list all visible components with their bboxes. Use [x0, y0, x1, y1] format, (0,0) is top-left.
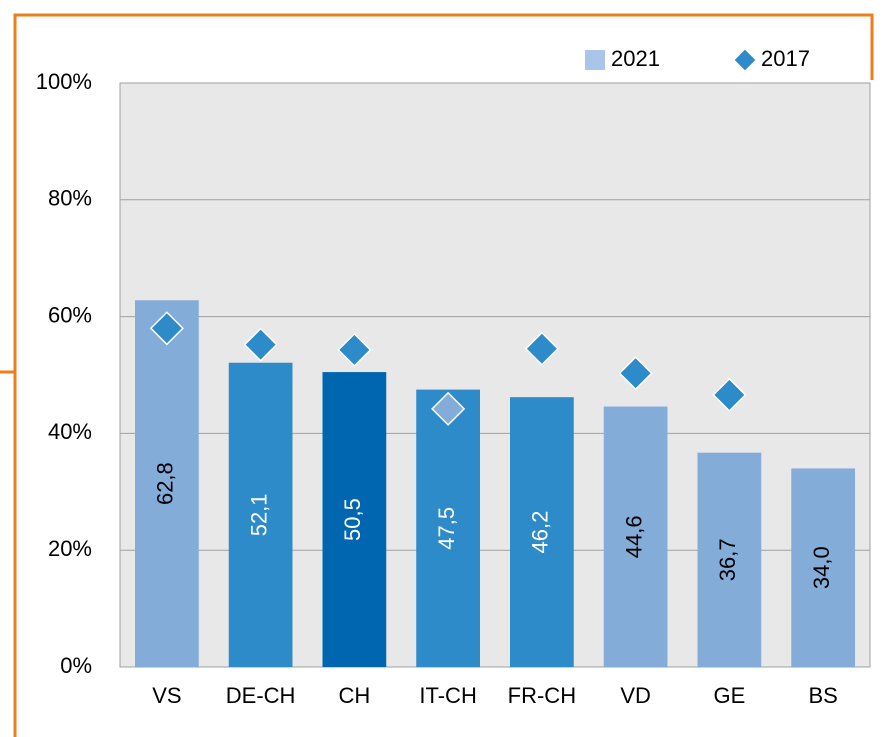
value-label: 36,7: [715, 538, 740, 581]
x-tick-label: FR-CH: [508, 683, 576, 708]
legend-label: 2021: [611, 46, 660, 71]
bar: [228, 362, 293, 667]
bar: [322, 372, 387, 667]
marker: [524, 331, 559, 366]
bar: [416, 389, 480, 667]
x-tick-label: GE: [713, 683, 745, 708]
value-label: 46,2: [528, 511, 553, 554]
value-label: 62,8: [153, 462, 178, 505]
y-tick-label: 60%: [48, 302, 92, 327]
frame: [0, 13, 874, 737]
marker: [431, 391, 466, 426]
legend-swatch: [585, 50, 605, 70]
value-label: 34,0: [809, 546, 834, 589]
value-label: 44,6: [621, 515, 646, 558]
x-tick-label: BS: [808, 683, 837, 708]
y-tick-label: 40%: [48, 419, 92, 444]
y-tick-label: 0%: [60, 653, 92, 678]
value-label: 52,1: [246, 493, 271, 536]
bar: [697, 452, 762, 667]
value-label: 50,5: [340, 498, 365, 541]
y-tick-label: 80%: [48, 186, 92, 211]
y-tick-label: 100%: [36, 69, 92, 94]
bar: [135, 300, 199, 667]
bar: [791, 468, 855, 667]
y-tick-label: 20%: [48, 536, 92, 561]
bar: [603, 406, 668, 667]
marker: [149, 311, 184, 346]
marker: [618, 356, 653, 391]
x-tick-label: VS: [152, 683, 181, 708]
x-tick-label: IT-CH: [419, 683, 476, 708]
marker: [243, 327, 278, 362]
frame-border: [13, 13, 874, 737]
x-tick-label: VD: [620, 683, 651, 708]
bar: [510, 397, 574, 667]
marker: [712, 377, 747, 412]
legend-label: 2017: [761, 46, 810, 71]
x-tick-label: DE-CH: [226, 683, 296, 708]
value-label: 47,5: [434, 507, 459, 550]
marker: [337, 332, 372, 367]
x-tick-label: CH: [338, 683, 370, 708]
legend-swatch: [733, 48, 757, 72]
